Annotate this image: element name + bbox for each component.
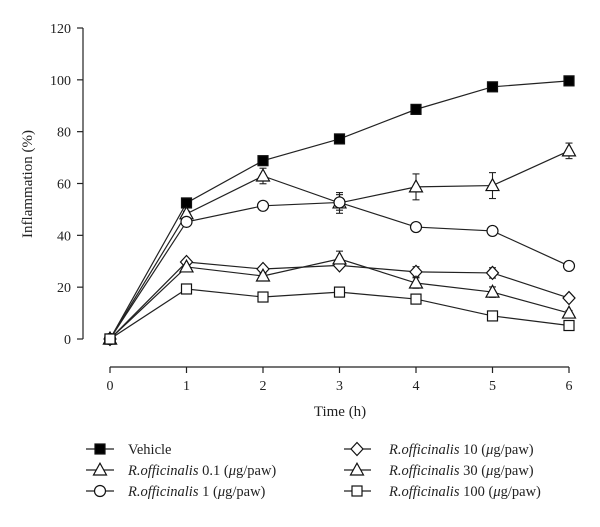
legend-item-r-officinalis-10-ug-paw: R.officinalis 10 (μg/paw) <box>344 441 534 458</box>
x-tick-label: 0 <box>107 379 114 394</box>
legend-marker-square <box>94 443 106 455</box>
legend-item-r-officinalis-1-ug-paw: R.officinalis 1 (μg/paw) <box>86 484 266 500</box>
legend-item-vehicle: Vehicle <box>86 442 171 458</box>
data-point-r-officinalis-0-1-ug-paw <box>255 167 271 182</box>
data-point-r-officinalis-10-ug-paw <box>562 290 576 306</box>
y-tick-label: 80 <box>57 126 71 141</box>
legend-item-r-officinalis-0-1-ug-paw: R.officinalis 0.1 (μg/paw) <box>86 461 276 479</box>
legend-marker-triangle <box>349 461 365 476</box>
data-point-r-officinalis-30-ug-paw <box>408 274 424 289</box>
y-tick-label: 20 <box>57 281 71 296</box>
x-tick-label: 1 <box>183 379 190 394</box>
data-point-r-officinalis-0-1-ug-paw <box>408 178 424 193</box>
series-line-r-officinalis-0-1-ug-paw <box>109 150 570 340</box>
legend-label: R.officinalis 100 (μg/paw) <box>388 484 541 500</box>
legend-marker-diamond <box>350 441 364 457</box>
data-point-r-officinalis-30-ug-paw <box>561 305 577 319</box>
data-point-r-officinalis-1-ug-paw <box>256 199 270 212</box>
y-tick-label: 100 <box>50 74 71 89</box>
y-tick-label: 40 <box>57 229 71 244</box>
data-point-r-officinalis-100-ug-paw <box>486 310 499 322</box>
legend-label: R.officinalis 0.1 (μg/paw) <box>127 463 276 479</box>
data-point-r-officinalis-1-ug-paw <box>409 220 423 234</box>
data-point-r-officinalis-0-1-ug-paw <box>561 142 577 157</box>
data-point-r-officinalis-100-ug-paw <box>563 319 575 332</box>
y-tick-label: 60 <box>57 178 71 193</box>
data-point-vehicle <box>257 155 269 167</box>
data-point-r-officinalis-100-ug-paw <box>257 291 269 303</box>
data-point-r-officinalis-30-ug-paw <box>484 284 501 298</box>
data-point-vehicle <box>410 103 422 115</box>
x-tick-label: 2 <box>260 379 267 394</box>
data-point-r-officinalis-100-ug-paw <box>333 286 346 298</box>
legend-item-r-officinalis-30-ug-paw: R.officinalis 30 (μg/paw) <box>344 461 534 479</box>
data-point-r-officinalis-100-ug-paw <box>410 293 422 305</box>
x-tick-label: 4 <box>413 379 420 394</box>
legend-label: Vehicle <box>128 442 171 458</box>
axes: 0 20 40 60 80 100 120 0 1 2 3 4 5 6 <box>50 22 573 394</box>
plot-area <box>102 75 577 347</box>
data-point-vehicle <box>333 133 346 145</box>
data-point-r-officinalis-30-ug-paw <box>178 258 195 273</box>
data-point-r-officinalis-100-ug-paw <box>104 333 116 345</box>
data-point-r-officinalis-10-ug-paw <box>485 265 500 281</box>
y-tick-label: 0 <box>64 333 71 348</box>
error-bars <box>183 77 573 329</box>
data-point-vehicle <box>486 81 499 93</box>
legend: Vehicle R.officinalis 0.1 (μg/paw) R.offic… <box>86 441 541 500</box>
data-point-r-officinalis-30-ug-paw <box>255 267 271 282</box>
data-point-r-officinalis-0-1-ug-paw <box>484 177 501 192</box>
legend-marker-triangle <box>92 461 108 476</box>
data-point-r-officinalis-1-ug-paw <box>333 196 346 209</box>
legend-marker-square <box>351 485 363 497</box>
data-point-r-officinalis-30-ug-paw <box>331 250 348 265</box>
x-tick-label: 6 <box>566 379 573 394</box>
x-tick-label: 3 <box>336 379 343 394</box>
legend-label: R.officinalis 1 (μg/paw) <box>127 484 266 500</box>
data-point-r-officinalis-100-ug-paw <box>180 283 193 295</box>
y-tick-label: 120 <box>50 22 71 37</box>
legend-label: R.officinalis 10 (μg/paw) <box>388 442 534 458</box>
data-point-r-officinalis-1-ug-paw <box>486 224 499 238</box>
data-point-r-officinalis-1-ug-paw <box>180 215 193 228</box>
x-axis-label: Time (h) <box>314 404 366 420</box>
data-point-vehicle <box>563 75 575 87</box>
legend-item-r-officinalis-100-ug-paw: R.officinalis 100 (μg/paw) <box>344 484 541 500</box>
x-tick-label: 5 <box>489 379 496 394</box>
series-markers <box>102 75 577 347</box>
legend-marker-circle <box>93 484 107 498</box>
legend-label: R.officinalis 30 (μg/paw) <box>388 463 534 479</box>
y-axis-label: Inflammation (%) <box>20 130 36 238</box>
data-point-r-officinalis-1-ug-paw <box>562 259 576 273</box>
